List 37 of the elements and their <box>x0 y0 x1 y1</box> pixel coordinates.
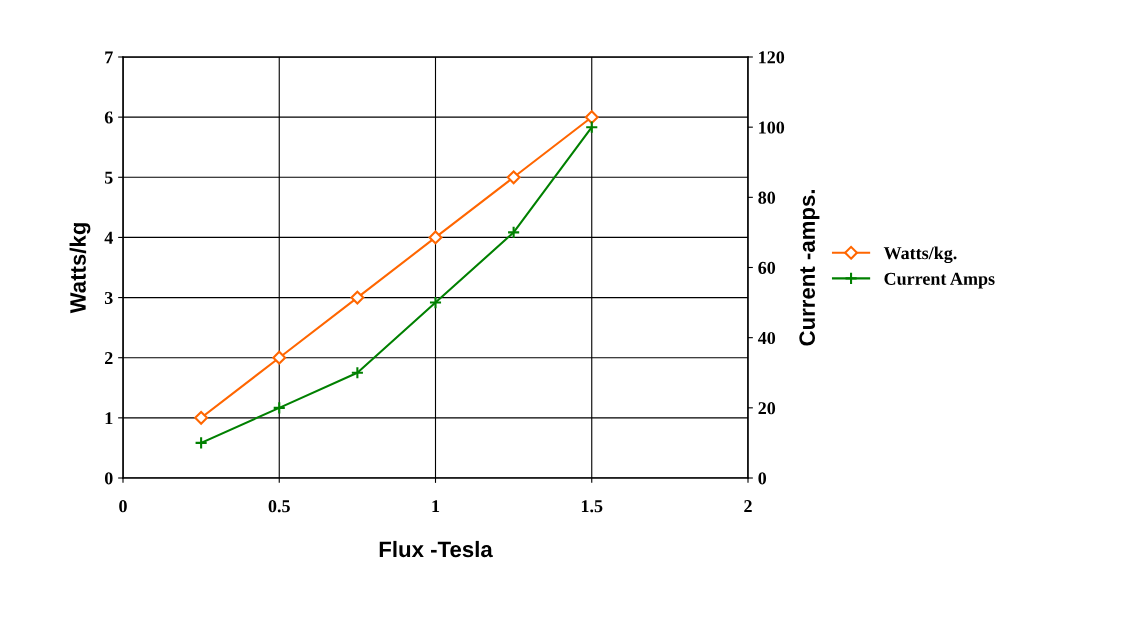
point <box>585 120 599 134</box>
point <box>350 366 364 380</box>
x-tick-label: 0.5 <box>268 500 290 513</box>
point <box>428 230 443 245</box>
legend-label: Watts/kg. <box>883 246 957 264</box>
y2-tick-label: 100 <box>759 121 785 134</box>
point <box>428 295 443 310</box>
y2-tick-label: 80 <box>758 191 776 204</box>
y2-tick-label: 120 <box>759 51 785 64</box>
x-tick-label: 1.5 <box>581 500 603 513</box>
point <box>194 410 209 425</box>
point <box>194 436 208 450</box>
point <box>350 290 365 305</box>
x-axis-title: Flux -Tesla <box>379 540 493 558</box>
point <box>507 225 521 240</box>
point <box>272 401 286 415</box>
y2-tick-label: 0 <box>758 472 767 485</box>
y-tick-label: 4 <box>104 231 113 244</box>
y2-tick-label: 40 <box>757 331 776 345</box>
y-tick-label: 3 <box>104 291 113 305</box>
y2-tick-label: 60 <box>758 261 776 274</box>
point <box>272 350 287 365</box>
y-tick-label: 2 <box>105 352 113 364</box>
y-tick-label: 1 <box>105 412 113 425</box>
legend-label: Current Amps <box>884 272 995 289</box>
y-tick-label: 7 <box>105 51 113 64</box>
y2-tick-label: 20 <box>758 402 776 415</box>
y-tick-label: 6 <box>104 111 113 124</box>
x-tick-label: 0 <box>119 500 127 513</box>
point <box>584 110 599 125</box>
y-axis-title: Watts/kg <box>69 223 91 314</box>
y-tick-label: 0 <box>104 472 113 485</box>
x-tick-label: 2 <box>744 500 752 513</box>
y-tick-label: 5 <box>104 171 113 184</box>
point <box>506 170 521 185</box>
x-tick-label: 1 <box>432 500 440 513</box>
y2-axis-title: Current -amps. <box>799 190 820 346</box>
